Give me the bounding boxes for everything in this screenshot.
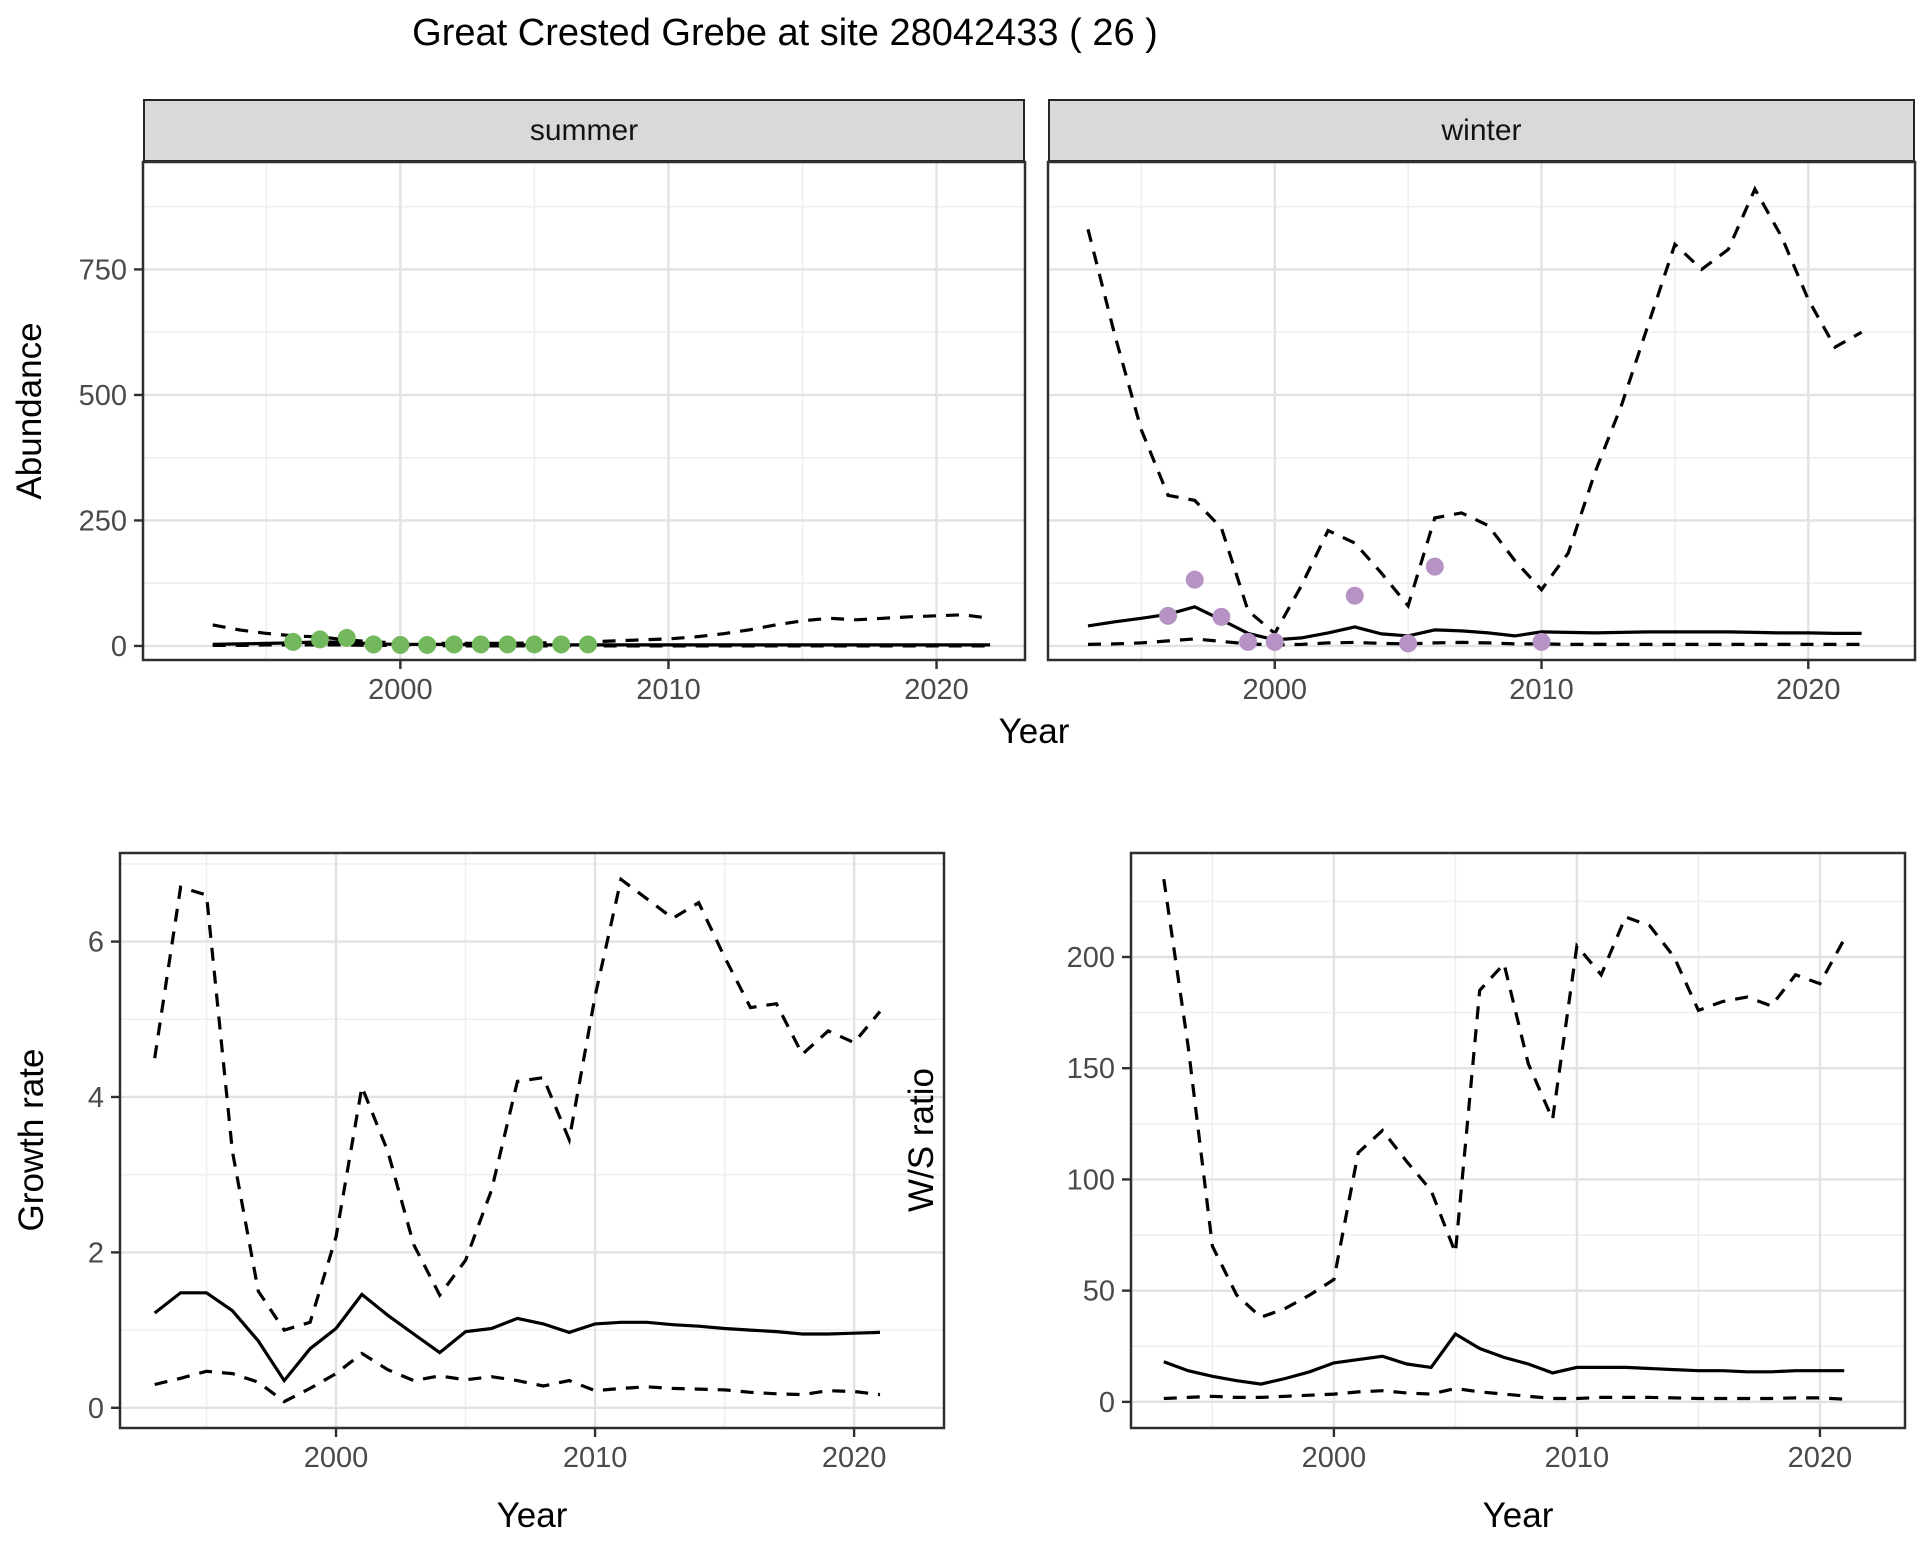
summer-abundance-panel-y-tick-label: 500 [79, 380, 127, 412]
ws-ratio-panel-background [1131, 853, 1905, 1428]
summer-abundance-panel-observation-point [552, 635, 571, 654]
ws-ratio-panel-y-tick-label: 100 [1067, 1164, 1115, 1196]
winter-abundance-panel-lower-ci-line [1087, 637, 1862, 647]
summer-abundance-panel-x-tick-label: 2020 [904, 674, 969, 706]
ws-ratio-axis-title: W/S ratio [902, 1068, 941, 1212]
growth-rate-panel-lower-ci-line [154, 1351, 881, 1404]
growth-rate-panel: 2000 2010 2020 0 2 4 6 [88, 851, 946, 1474]
growth-rate-panel-x-tick-label: 2020 [822, 1442, 887, 1474]
ws-ratio-panel: 2000 2010 2020 0 50 100 150 200 [1067, 851, 1907, 1474]
growth-rate-panel-y-tick-label: 0 [88, 1393, 104, 1425]
summer-abundance-panel-y-tick-label: 250 [79, 505, 127, 537]
summer-abundance-panel-observation-point [284, 632, 303, 651]
summer-abundance-panel-observation-point [310, 630, 329, 649]
winter-abundance-panel-observation-point [1239, 632, 1258, 651]
winter-abundance-panel-x-tick-label: 2000 [1242, 674, 1307, 706]
growth-rate-panel-background [120, 853, 944, 1428]
summer-abundance-panel-border [141, 160, 1027, 662]
summer-abundance-panel-observation-point [337, 628, 356, 647]
growth-rate-panel-x-tick-label: 2010 [563, 1442, 628, 1474]
ws-ratio-panel-x-tick-label: 2020 [1788, 1442, 1853, 1474]
winter-abundance-panel-background [1048, 162, 1915, 660]
winter-abundance-panel-x-tick-label: 2010 [1509, 674, 1574, 706]
summer-abundance-panel-observation-point [391, 635, 410, 654]
winter-abundance-panel-observation-point [1265, 632, 1284, 651]
summer-abundance-panel-y-tick-label: 0 [111, 631, 127, 663]
summer-abundance-panel-x-tick-label: 2000 [368, 674, 433, 706]
winter-abundance-panel-observation-point [1185, 570, 1204, 589]
summer-abundance-panel-observation-point [364, 635, 383, 654]
growth-rate-panel-y-tick-label: 4 [88, 1082, 104, 1114]
summer-abundance-panel: 2000 2010 2020 0 250 500 750 [79, 160, 1027, 706]
winter-abundance-panel-observation-point [1399, 634, 1418, 653]
facet-strip-winter-label: winter [1441, 113, 1522, 147]
ws-ratio-panel-y-tick-label: 200 [1067, 942, 1115, 974]
growth-year-axis-title: Year [496, 1496, 568, 1535]
growth-rate-panel-border [118, 851, 946, 1430]
winter-abundance-panel-x-tick-label: 2020 [1776, 674, 1841, 706]
summer-abundance-panel-observation-point [471, 635, 490, 654]
summer-abundance-panel-observation-point [444, 635, 463, 654]
ws-ratio-panel-y-tick-label: 50 [1083, 1276, 1115, 1308]
winter-abundance-panel-observation-point [1532, 632, 1551, 651]
ws-ratio-panel-border [1129, 851, 1907, 1430]
abundance-year-axis-title: Year [998, 712, 1070, 751]
winter-abundance-panel-observation-point [1345, 586, 1364, 605]
growth-rate-panel-x-tick-label: 2000 [304, 1442, 369, 1474]
growth-rate-panel-upper-ci-line [153, 876, 882, 1332]
winter-abundance-panel-observation-point [1425, 557, 1444, 576]
growth-rate-axis-title: Growth rate [12, 1048, 51, 1232]
abundance-axis-title: Abundance [10, 322, 49, 500]
summer-abundance-panel-observation-point [525, 635, 544, 654]
summer-abundance-panel-x-tick-label: 2010 [636, 674, 701, 706]
ws-ratio-panel-y-tick-label: 150 [1067, 1053, 1115, 1085]
ws-ratio-panel-x-tick-label: 2000 [1302, 1442, 1367, 1474]
ws-ratio-panel-median-line [1163, 1331, 1845, 1386]
winter-abundance-panel-observation-point [1212, 607, 1231, 626]
ws-year-axis-title: Year [1482, 1496, 1554, 1535]
figure-title: Great Crested Grebe at site 28042433 ( 2… [412, 12, 1158, 54]
ws-ratio-panel-y-tick-label: 0 [1099, 1387, 1115, 1419]
winter-abundance-panel-observation-point [1159, 606, 1178, 625]
growth-rate-panel-median-line [153, 1291, 881, 1384]
summer-abundance-panel-observation-point [418, 635, 437, 654]
winter-abundance-panel: 2000 2010 2020 [1046, 160, 1917, 706]
summer-abundance-panel-y-tick-label: 750 [79, 254, 127, 286]
ws-ratio-panel-x-tick-label: 2010 [1545, 1442, 1610, 1474]
summer-abundance-panel-observation-point [498, 635, 517, 654]
summer-abundance-panel-background [143, 162, 1025, 660]
growth-rate-panel-y-tick-label: 6 [88, 927, 104, 959]
facet-strip-winter: winter [1048, 99, 1915, 162]
summer-abundance-panel-upper-ci-line [212, 613, 991, 646]
growth-rate-panel-y-tick-label: 2 [88, 1237, 104, 1269]
summer-abundance-panel-observation-point [579, 635, 598, 654]
winter-abundance-panel-border [1046, 160, 1917, 662]
facet-strip-summer: summer [143, 99, 1025, 162]
facet-strip-summer-label: summer [529, 113, 639, 147]
